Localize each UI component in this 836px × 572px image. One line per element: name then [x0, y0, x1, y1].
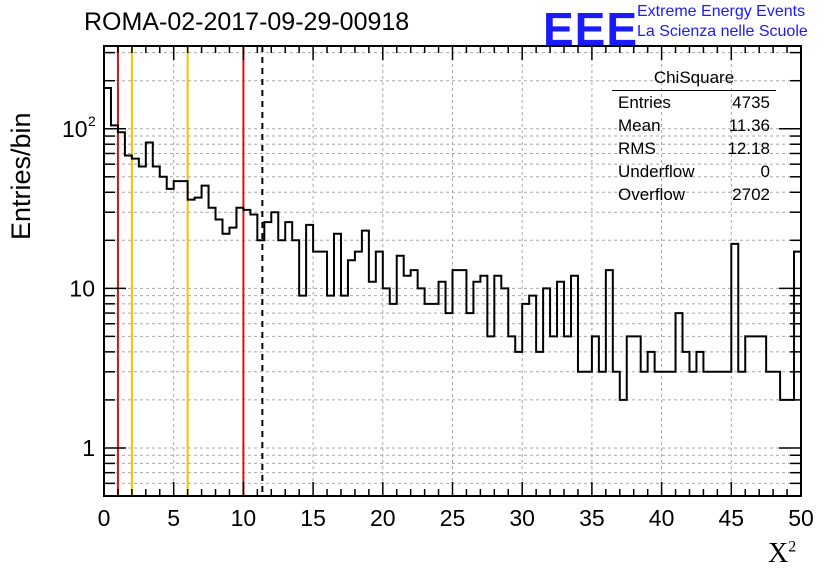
stats-value: 0 — [760, 162, 770, 181]
y-tick-label-exponent: 2 — [88, 113, 96, 129]
x-tick-label: 30 — [509, 505, 535, 531]
marker-lines — [116, 46, 264, 496]
y-axis-label: Entries/bin — [6, 112, 36, 240]
x-tick-label: 5 — [167, 505, 180, 531]
x-axis-label-sup: 2 — [788, 538, 797, 556]
stats-value: 2702 — [732, 185, 770, 204]
y-tick-label: 1 — [82, 435, 95, 461]
stats-value: 12.18 — [727, 139, 770, 158]
stats-label: RMS — [618, 139, 656, 158]
histogram-line — [103, 87, 802, 496]
stats-row-mean: Mean 11.36 — [612, 116, 776, 139]
stats-row-rms: RMS 12.18 — [612, 139, 776, 162]
logo-line-2: La Scienza nelle Scuole — [637, 23, 808, 40]
stats-label: Entries — [618, 93, 671, 112]
y-tick-label: 10 — [62, 116, 88, 142]
x-tick-label: 40 — [649, 505, 675, 531]
x-tick-label: 0 — [98, 505, 111, 531]
x-axis-label: X2 — [768, 538, 796, 570]
x-axis-label-base: X — [768, 538, 789, 569]
x-tick-label: 25 — [440, 505, 466, 531]
eee-logo: EEE — [543, 3, 639, 55]
stats-label: Overflow — [618, 185, 686, 204]
stats-value: 4735 — [732, 93, 770, 112]
stats-row-overflow: Overflow 2702 — [612, 185, 776, 208]
x-tick-label: 20 — [370, 505, 396, 531]
axis-ticks — [103, 46, 802, 497]
logo-line-1: Extreme Energy Events — [637, 3, 806, 20]
stats-label: Underflow — [618, 162, 695, 181]
x-tick-label: 45 — [719, 505, 745, 531]
stats-row-entries: Entries 4735 — [612, 93, 776, 116]
x-tick-label: 35 — [579, 505, 605, 531]
chart-title: ROMA-02-2017-09-29-00918 — [84, 8, 410, 36]
x-tick-label: 50 — [788, 505, 814, 531]
stats-divider — [612, 90, 776, 91]
stats-label: Mean — [618, 116, 661, 135]
x-tick-label: 10 — [231, 505, 257, 531]
x-tick-label: 15 — [300, 505, 326, 531]
stats-row-underflow: Underflow 0 — [612, 162, 776, 185]
stats-title: ChiSquare — [653, 68, 735, 87]
stats-value: 11.36 — [728, 116, 770, 135]
y-tick-label: 10 — [69, 275, 95, 301]
stats-box: ChiSquare Entries 4735 Mean 11.36 RMS 12… — [612, 68, 776, 208]
